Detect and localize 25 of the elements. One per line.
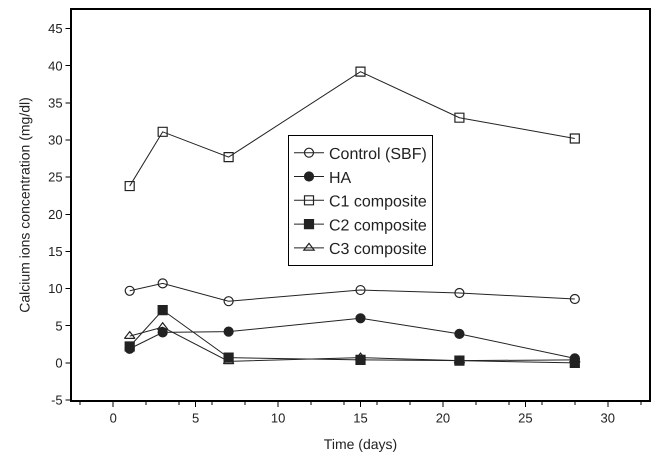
x-tick-label: 30 [600,410,616,426]
y-tick-label: 0 [55,355,63,370]
y-tick-label: 40 [48,58,63,74]
x-tick-label: 5 [192,410,200,426]
y-tick-label: 10 [48,281,63,296]
y-tick-label: 45 [48,21,63,36]
y-tick-label: 15 [48,244,63,259]
legend-label: HA [329,170,352,187]
y-axis-title: Calcium ions concentration (mg/dl) [16,97,32,313]
y-tick-label: 20 [48,206,63,222]
legend-label: C3 composite [329,241,427,258]
y-tick-label: 25 [48,170,63,185]
x-tick-label: 10 [270,410,286,426]
x-tick-label: 15 [353,410,368,426]
x-tick-label: 20 [436,410,450,426]
legend-label: Control (SBF) [329,146,427,163]
y-tick-label: 30 [48,132,63,148]
x-tick-label: 25 [518,410,533,426]
y-tick-label: 5 [55,318,63,334]
y-tick-label: -5 [51,392,63,408]
legend-label: C2 composite [329,217,427,234]
x-axis-title: Time (days) [324,436,398,452]
y-tick-label: 35 [48,95,63,110]
x-tick-label: 0 [110,410,117,426]
legend-label: C1 composite [329,194,427,211]
